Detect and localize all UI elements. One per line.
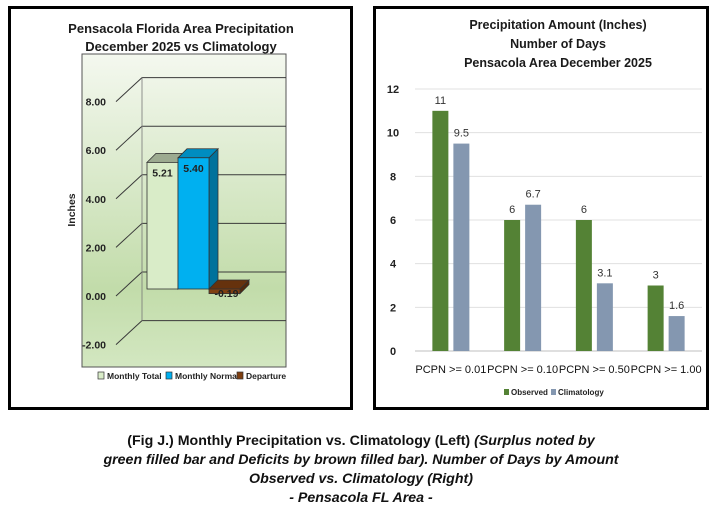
right-legend-swatch [551,389,556,395]
right-bar-data-label: 11 [435,95,446,107]
caption-line-1-italic: (Surplus noted by [474,433,595,449]
left-legend-swatch [236,371,244,380]
left-y-tick-label: 2.00 [86,242,107,254]
left-y-tick-label: 8.00 [86,97,107,109]
right-x-tick-label: PCPN >= 1.00 [631,364,702,376]
right-chart-svg: Precipitation Amount (Inches) Number of … [387,18,702,397]
left-bar-data-label: 5.40 [183,163,204,175]
caption-line-1-normal: (Fig J.) Monthly Precipitation vs. Clima… [127,433,475,449]
right-x-tick-labels: PCPN >= 0.01 PCPN >= 0.10 PCPN >= 0.50 PCPN… [415,364,701,376]
right-bars: 11 9.5 6 6.7 6 3.1 3 1.6 [432,95,685,351]
right-legend-swatch [504,389,509,395]
right-y-tick-label: 8 [390,171,396,183]
right-bar-observed [647,285,664,351]
left-chart-svg: Pensacola Florida Area Precipitation Dec… [66,21,294,381]
caption-line-2: green filled bar and Deficits by brown f… [103,452,619,468]
right-bar-data-label: 3.1 [597,267,612,279]
left-y-tick-label: 4.00 [86,194,107,206]
left-legend-label: Monthly Normal [175,371,239,381]
right-bar-observed [504,220,521,351]
right-y-tick-label: 10 [387,128,399,140]
right-bar-data-label: 6 [581,204,587,216]
right-y-tick-labels: 0 2 4 6 8 10 12 [387,84,399,358]
left-bar-front [208,288,241,295]
right-legend-label: Observed [511,388,548,397]
right-bar-observed [575,220,592,351]
left-bar-side [208,147,219,290]
right-bar-observed [432,110,449,351]
left-legend-swatch [97,371,105,380]
left-bar-departure: -0.19 [208,279,250,300]
right-legend: Observed Climatology [504,388,604,397]
left-y-tick-label: 0.00 [86,291,107,303]
right-y-tick-label: 0 [390,346,396,358]
left-bar-front [146,161,179,290]
right-y-tick-label: 12 [387,84,399,96]
right-chart-title-line3: Pensacola Area December 2025 [464,56,652,70]
right-x-tick-label: PCPN >= 0.01 [415,364,486,376]
left-bar-data-label: -0.19 [215,288,239,300]
right-chart-title-line1: Precipitation Amount (Inches) [469,18,646,32]
caption-line-4: - Pensacola FL Area - [289,490,433,506]
right-chart-panel: Precipitation Amount (Inches) Number of … [373,6,709,410]
left-y-axis-label: Inches [66,193,78,226]
left-bar-front [177,157,210,290]
right-bar-data-label: 9.5 [454,128,469,140]
left-legend-label: Departure [246,371,286,381]
right-bar-data-label: 6 [509,204,515,216]
right-x-tick-label: PCPN >= 0.50 [559,364,630,376]
left-chart-title-line1: Pensacola Florida Area Precipitation [68,21,294,36]
left-bar-data-label: 5.21 [152,167,173,179]
right-chart-title-line2: Number of Days [510,37,606,51]
caption-line-3: Observed vs. Climatology (Right) [249,471,473,487]
right-x-tick-label: PCPN >= 0.10 [487,364,558,376]
right-bar-climatology [453,143,470,351]
right-bar-climatology [596,283,613,351]
right-bar-data-label: 3 [653,270,659,282]
right-bar-data-label: 6.7 [525,189,540,201]
right-bar-data-label: 1.6 [669,300,684,312]
left-gridlines [115,77,286,345]
right-bar-climatology [525,204,542,351]
figure-caption: (Fig J.) Monthly Precipitation vs. Clima… [0,432,722,508]
left-y-tick-labels: 8.00 6.00 4.00 2.00 0.00 -2.00 [82,97,106,352]
right-bar-climatology [668,316,685,351]
right-legend-label: Climatology [558,388,604,397]
right-y-tick-label: 6 [390,215,396,227]
left-bars: 5.21 5.40 -0.19 [146,147,250,300]
left-chart-title-line2: December 2025 vs Climatology [85,39,277,54]
right-y-tick-label: 2 [390,302,396,314]
left-y-tick-label: 6.00 [86,145,107,157]
left-y-tick-label: -2.00 [82,340,106,352]
left-legend-label: Monthly Total [107,371,162,381]
left-chart-panel: Pensacola Florida Area Precipitation Dec… [8,6,353,410]
right-y-tick-label: 4 [390,259,397,271]
left-legend: Monthly Total Monthly Normal Departure [97,371,286,381]
left-bar-monthly-normal: 5.40 [177,147,219,290]
caption-line-1: (Fig J.) Monthly Precipitation vs. Clima… [0,432,722,451]
left-legend-swatch [165,371,173,380]
